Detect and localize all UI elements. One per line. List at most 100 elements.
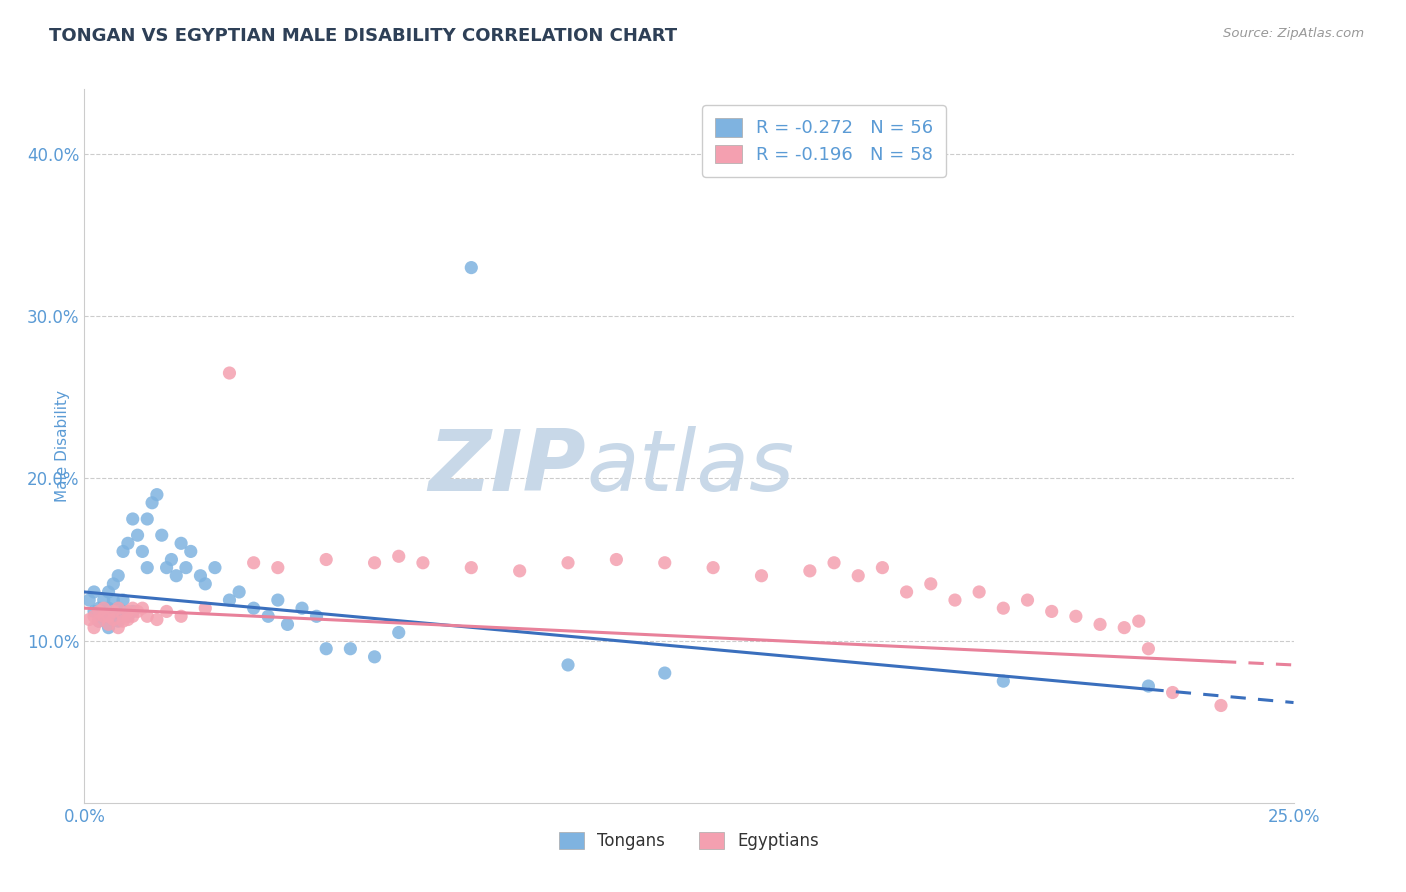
Point	[83, 585, 105, 599]
Point	[194, 601, 217, 615]
Point	[155, 604, 177, 618]
Point	[180, 544, 202, 558]
Point	[112, 609, 135, 624]
Point	[267, 560, 290, 574]
Point	[388, 549, 411, 564]
Point	[242, 556, 264, 570]
Point	[117, 609, 139, 624]
Point	[799, 564, 821, 578]
Point	[121, 609, 143, 624]
Point	[146, 488, 169, 502]
Text: ZIP: ZIP	[429, 425, 586, 509]
Point	[460, 260, 482, 275]
Point	[87, 604, 110, 618]
Point	[136, 512, 159, 526]
Point	[136, 609, 159, 624]
Point	[165, 568, 187, 582]
Point	[1137, 641, 1160, 656]
Point	[872, 560, 894, 574]
Point	[136, 560, 159, 574]
Point	[83, 609, 105, 624]
Point	[1088, 617, 1111, 632]
Point	[363, 649, 385, 664]
Point	[509, 564, 531, 578]
Point	[993, 601, 1015, 615]
Point	[121, 512, 143, 526]
Point	[93, 609, 115, 624]
Point	[131, 601, 153, 615]
Point	[823, 556, 845, 570]
Point	[83, 604, 105, 618]
Point	[190, 568, 212, 582]
Point	[112, 614, 135, 628]
Point	[97, 601, 120, 615]
Point	[103, 609, 125, 624]
Point	[103, 593, 125, 607]
Point	[117, 613, 139, 627]
Point	[97, 609, 120, 624]
Point	[846, 568, 869, 582]
Point	[363, 556, 385, 570]
Point	[218, 593, 240, 607]
Point	[751, 568, 773, 582]
Point	[1137, 679, 1160, 693]
Point	[896, 585, 918, 599]
Point	[155, 560, 177, 574]
Point	[117, 604, 139, 618]
Point	[97, 585, 120, 599]
Point	[388, 625, 411, 640]
Point	[107, 601, 129, 615]
Point	[127, 604, 149, 618]
Point	[557, 657, 579, 672]
Point	[150, 528, 173, 542]
Point	[460, 560, 482, 574]
Text: atlas: atlas	[586, 425, 794, 509]
Point	[654, 556, 676, 570]
Point	[218, 366, 240, 380]
Point	[117, 536, 139, 550]
Point	[194, 577, 217, 591]
Point	[1040, 604, 1063, 618]
Point	[93, 601, 115, 615]
Point	[107, 614, 129, 628]
Point	[170, 609, 193, 624]
Legend: Tongans, Egyptians: Tongans, Egyptians	[551, 824, 827, 859]
Point	[131, 544, 153, 558]
Point	[1161, 685, 1184, 699]
Point	[943, 593, 966, 607]
Point	[315, 641, 337, 656]
Point	[267, 593, 290, 607]
Point	[107, 621, 129, 635]
Point	[121, 601, 143, 615]
Point	[228, 585, 250, 599]
Point	[412, 556, 434, 570]
Point	[1114, 621, 1136, 635]
Point	[121, 604, 143, 618]
Point	[127, 528, 149, 542]
Y-axis label: Male Disability: Male Disability	[55, 390, 70, 502]
Point	[93, 593, 115, 607]
Point	[605, 552, 627, 566]
Point	[112, 593, 135, 607]
Point	[993, 674, 1015, 689]
Point	[146, 613, 169, 627]
Point	[87, 614, 110, 628]
Point	[1209, 698, 1232, 713]
Point	[103, 613, 125, 627]
Point	[276, 617, 298, 632]
Point	[1128, 614, 1150, 628]
Text: TONGAN VS EGYPTIAN MALE DISABILITY CORRELATION CHART: TONGAN VS EGYPTIAN MALE DISABILITY CORRE…	[49, 27, 678, 45]
Point	[97, 621, 120, 635]
Point	[204, 560, 226, 574]
Point	[107, 568, 129, 582]
Point	[654, 666, 676, 681]
Point	[97, 617, 120, 632]
Point	[557, 556, 579, 570]
Point	[257, 609, 280, 624]
Point	[87, 614, 110, 628]
Point	[103, 604, 125, 618]
Point	[77, 613, 100, 627]
Point	[170, 536, 193, 550]
Point	[141, 496, 163, 510]
Point	[103, 577, 125, 591]
